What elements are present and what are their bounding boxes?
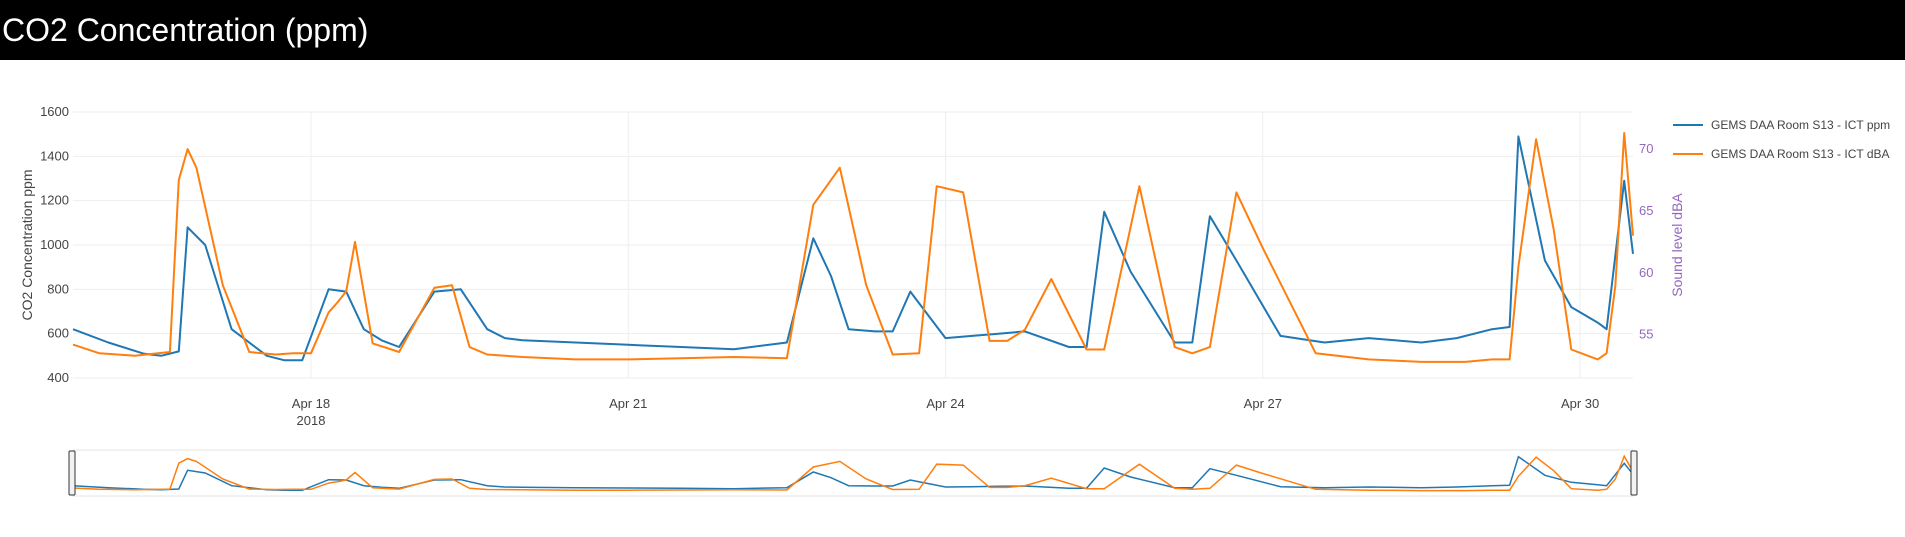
y-left-tick-label: 400 xyxy=(47,370,69,385)
grid xyxy=(73,111,1633,379)
axes: CO2 Concentration ppm Sound level dBA 40… xyxy=(19,104,1685,428)
x-tick-sublabel: 2018 xyxy=(297,413,326,428)
x-tick-label: Apr 30 xyxy=(1561,396,1599,411)
x-tick-label: Apr 27 xyxy=(1244,396,1282,411)
y-left-tick-label: 800 xyxy=(47,281,69,296)
legend-label[interactable]: GEMS DAA Room S13 - ICT ppm xyxy=(1711,118,1890,132)
y-right-tick-label: 70 xyxy=(1639,141,1653,156)
series-line-ppm xyxy=(72,135,1634,362)
series-line-dba xyxy=(72,132,1634,363)
x-tick-label: Apr 21 xyxy=(609,396,647,411)
y-left-tick-label: 1000 xyxy=(40,237,69,252)
range-slider-left-handle[interactable] xyxy=(68,450,76,496)
series-area xyxy=(72,132,1634,363)
slider-series-ppm xyxy=(72,455,1634,492)
y-right-tick-label: 60 xyxy=(1639,265,1653,280)
slider-series-dba xyxy=(72,454,1634,492)
legend-label[interactable]: GEMS DAA Room S13 - ICT dBA xyxy=(1711,147,1890,161)
y-right-tick-label: 55 xyxy=(1639,327,1653,342)
range-slider-right-handle[interactable] xyxy=(1630,450,1638,496)
legend[interactable]: GEMS DAA Room S13 - ICT ppm GEMS DAA Room… xyxy=(1673,118,1890,161)
y-left-tick-label: 1400 xyxy=(40,148,69,163)
header-bar: CO2 Concentration (ppm) xyxy=(0,0,1905,60)
x-tick-label: Apr 18 xyxy=(292,396,330,411)
y-left-axis-title: CO2 Concentration ppm xyxy=(19,170,35,321)
y-left-tick-label: 1200 xyxy=(40,193,69,208)
y-right-axis-title: Sound level dBA xyxy=(1669,193,1685,297)
y-left-tick-label: 1600 xyxy=(40,104,69,119)
range-slider[interactable] xyxy=(68,449,1638,497)
y-left-tick-label: 600 xyxy=(47,326,69,341)
x-tick-label: Apr 24 xyxy=(926,396,964,411)
y-right-tick-label: 65 xyxy=(1639,203,1653,218)
page-title: CO2 Concentration (ppm) xyxy=(2,12,369,48)
